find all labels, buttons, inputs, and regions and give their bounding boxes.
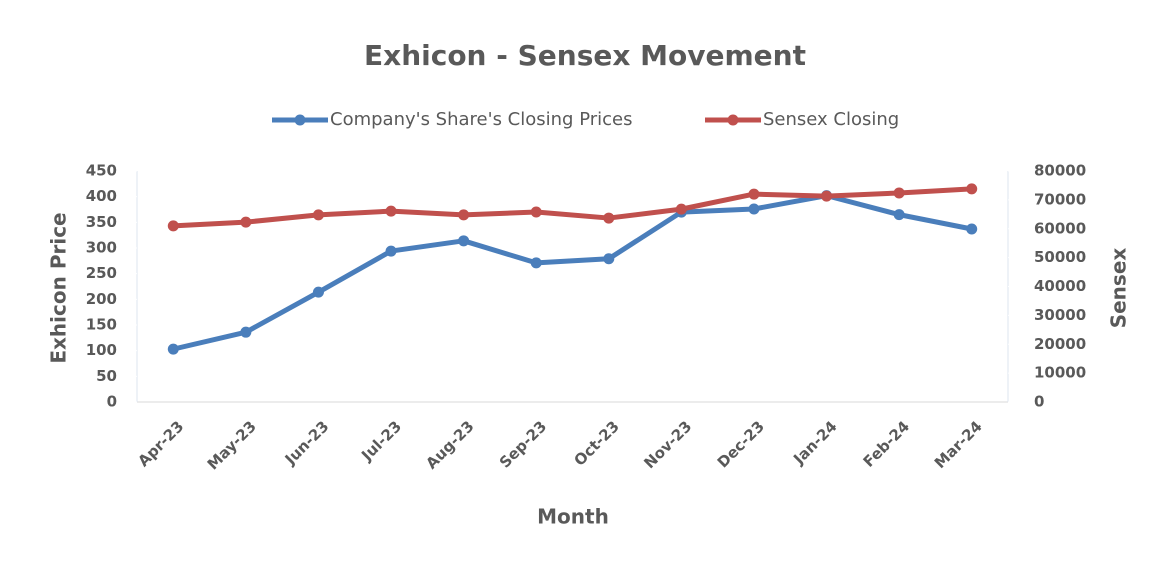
y2-axis-label: Sensex xyxy=(1107,248,1131,329)
y2-tick-label: 10000 xyxy=(1034,364,1086,382)
data-point xyxy=(240,326,252,338)
legend-marker xyxy=(727,114,739,126)
legend-label: Company's Share's Closing Prices xyxy=(330,109,632,130)
data-point xyxy=(385,245,397,257)
y-tick-label: 250 xyxy=(86,264,117,282)
data-point xyxy=(530,206,542,218)
x-axis-label: Month xyxy=(537,505,609,529)
data-point xyxy=(458,209,470,221)
y2-tick-label: 50000 xyxy=(1034,248,1086,266)
data-point xyxy=(966,223,978,235)
data-point xyxy=(312,209,324,221)
y-tick-label: 400 xyxy=(86,187,117,205)
y2-tick-label: 30000 xyxy=(1034,306,1086,324)
data-point xyxy=(748,203,760,215)
data-point xyxy=(240,216,252,228)
y-axis-label: Exhicon Price xyxy=(47,212,71,363)
data-point xyxy=(458,235,470,247)
y2-tick-label: 70000 xyxy=(1034,190,1086,208)
y-tick-label: 300 xyxy=(86,239,117,257)
data-point xyxy=(966,183,978,195)
y-tick-label: 450 xyxy=(86,162,117,180)
data-point xyxy=(385,205,397,217)
y2-tick-label: 0 xyxy=(1034,393,1044,411)
y-tick-label: 150 xyxy=(86,316,117,334)
data-point xyxy=(312,286,324,298)
y-tick-label: 100 xyxy=(86,341,117,359)
y2-tick-label: 60000 xyxy=(1034,219,1086,237)
y-tick-label: 350 xyxy=(86,213,117,231)
legend-marker xyxy=(294,114,306,126)
data-point xyxy=(893,187,905,199)
data-point xyxy=(603,212,615,224)
data-point xyxy=(748,188,760,200)
y-tick-label: 200 xyxy=(86,290,117,308)
y2-tick-label: 80000 xyxy=(1034,162,1086,180)
chart-title: Exhicon - Sensex Movement xyxy=(364,39,806,72)
data-point xyxy=(167,220,179,232)
data-point xyxy=(821,190,833,202)
series-line xyxy=(172,193,973,352)
data-point xyxy=(530,257,542,269)
y2-tick-label: 40000 xyxy=(1034,277,1086,295)
y-tick-label: 0 xyxy=(107,393,117,411)
y-tick-label: 50 xyxy=(96,367,117,385)
data-point xyxy=(603,253,615,265)
legend-label: Sensex Closing xyxy=(763,109,899,130)
y2-tick-label: 20000 xyxy=(1034,335,1086,353)
data-point xyxy=(675,203,687,215)
data-point xyxy=(893,209,905,221)
series-line xyxy=(173,186,972,229)
data-point xyxy=(167,343,179,355)
